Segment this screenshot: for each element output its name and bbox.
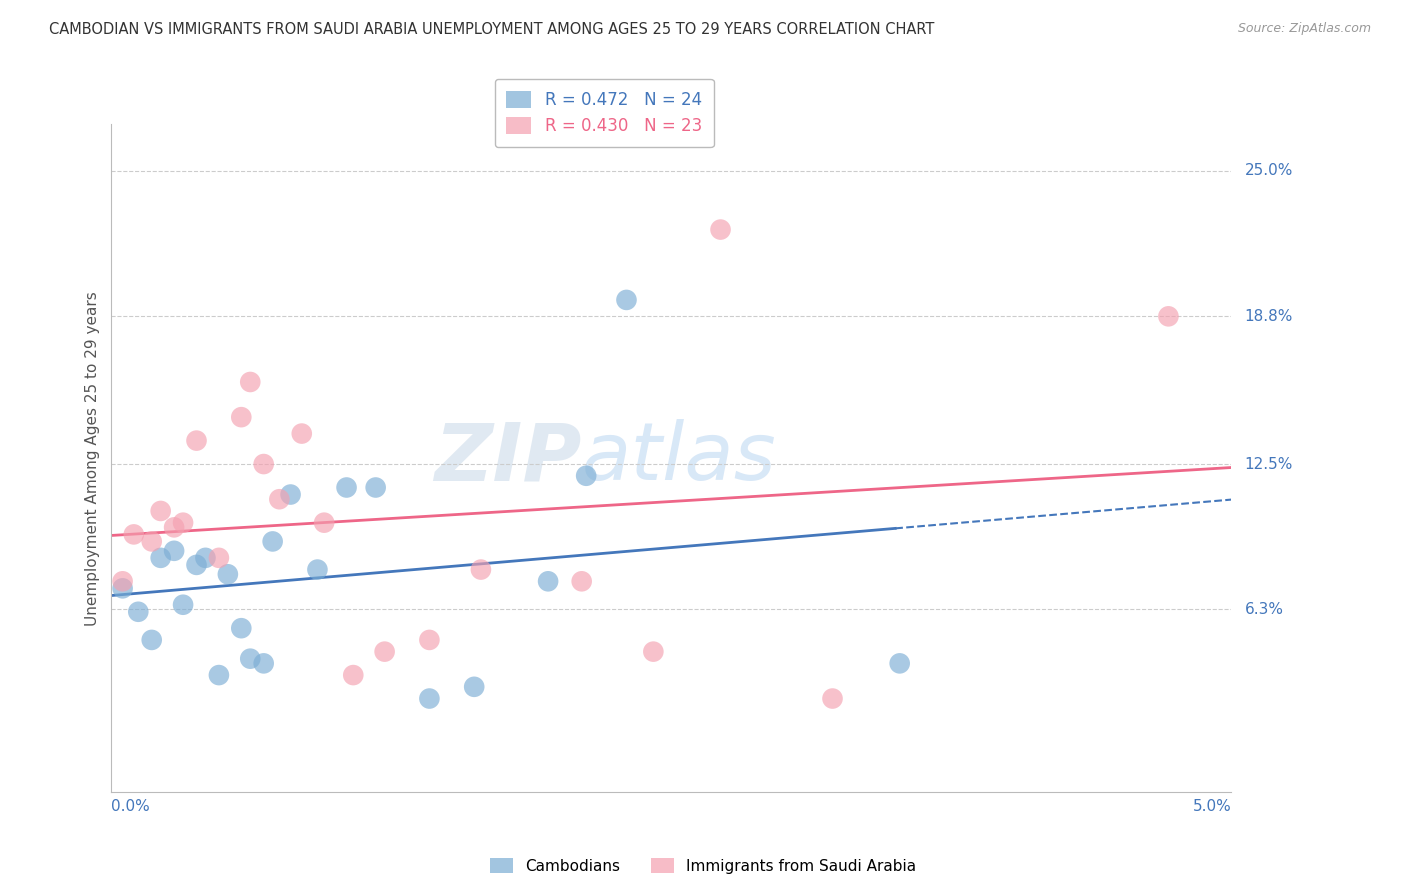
Text: 12.5%: 12.5% (1244, 457, 1294, 472)
Point (1157, 310, 1180, 324)
Point (239, 651, 262, 665)
Point (141, 534, 163, 549)
Point (122, 527, 145, 541)
Point (149, 550, 172, 565)
Point (194, 550, 217, 565)
Point (111, 574, 134, 589)
Point (253, 457, 276, 471)
Point (262, 534, 284, 549)
Text: 25.0%: 25.0% (1244, 163, 1294, 178)
Text: 6.3%: 6.3% (1244, 602, 1284, 617)
Point (463, 680, 485, 694)
Point (172, 598, 194, 612)
Text: atlas: atlas (582, 419, 776, 497)
Point (208, 668, 231, 682)
Point (111, 582, 134, 596)
Point (418, 691, 440, 706)
Point (616, 293, 638, 307)
Text: ZIP: ZIP (434, 419, 582, 497)
Point (186, 434, 208, 448)
Point (418, 632, 440, 647)
Point (643, 645, 665, 659)
Point (231, 621, 253, 635)
Point (239, 375, 262, 389)
Point (269, 492, 291, 507)
Point (470, 563, 492, 577)
Point (186, 558, 208, 572)
Point (335, 481, 357, 495)
Point (172, 516, 194, 530)
Text: 0.0%: 0.0% (111, 799, 150, 814)
Point (163, 520, 186, 534)
Point (127, 605, 149, 619)
Point (342, 668, 364, 682)
Point (253, 657, 276, 671)
Point (364, 481, 387, 495)
Point (709, 222, 731, 236)
Point (208, 550, 231, 565)
Point (537, 574, 560, 589)
Point (571, 574, 593, 589)
Point (280, 487, 302, 501)
Point (314, 516, 336, 530)
Point (291, 426, 314, 441)
Point (575, 468, 598, 483)
Point (307, 563, 329, 577)
Point (821, 691, 844, 706)
Text: 5.0%: 5.0% (1192, 799, 1232, 814)
Text: 18.8%: 18.8% (1244, 309, 1294, 324)
Point (217, 567, 239, 582)
Point (149, 504, 172, 518)
Text: Source: ZipAtlas.com: Source: ZipAtlas.com (1237, 22, 1371, 36)
Point (374, 645, 396, 659)
Y-axis label: Unemployment Among Ages 25 to 29 years: Unemployment Among Ages 25 to 29 years (86, 291, 100, 625)
Text: CAMBODIAN VS IMMIGRANTS FROM SAUDI ARABIA UNEMPLOYMENT AMONG AGES 25 TO 29 YEARS: CAMBODIAN VS IMMIGRANTS FROM SAUDI ARABI… (49, 22, 935, 37)
Point (141, 632, 163, 647)
Point (889, 657, 911, 671)
Legend: R = 0.472   N = 24, R = 0.430   N = 23: R = 0.472 N = 24, R = 0.430 N = 23 (495, 78, 714, 147)
Point (231, 410, 253, 425)
Point (163, 544, 186, 558)
Legend: Cambodians, Immigrants from Saudi Arabia: Cambodians, Immigrants from Saudi Arabia (484, 852, 922, 880)
